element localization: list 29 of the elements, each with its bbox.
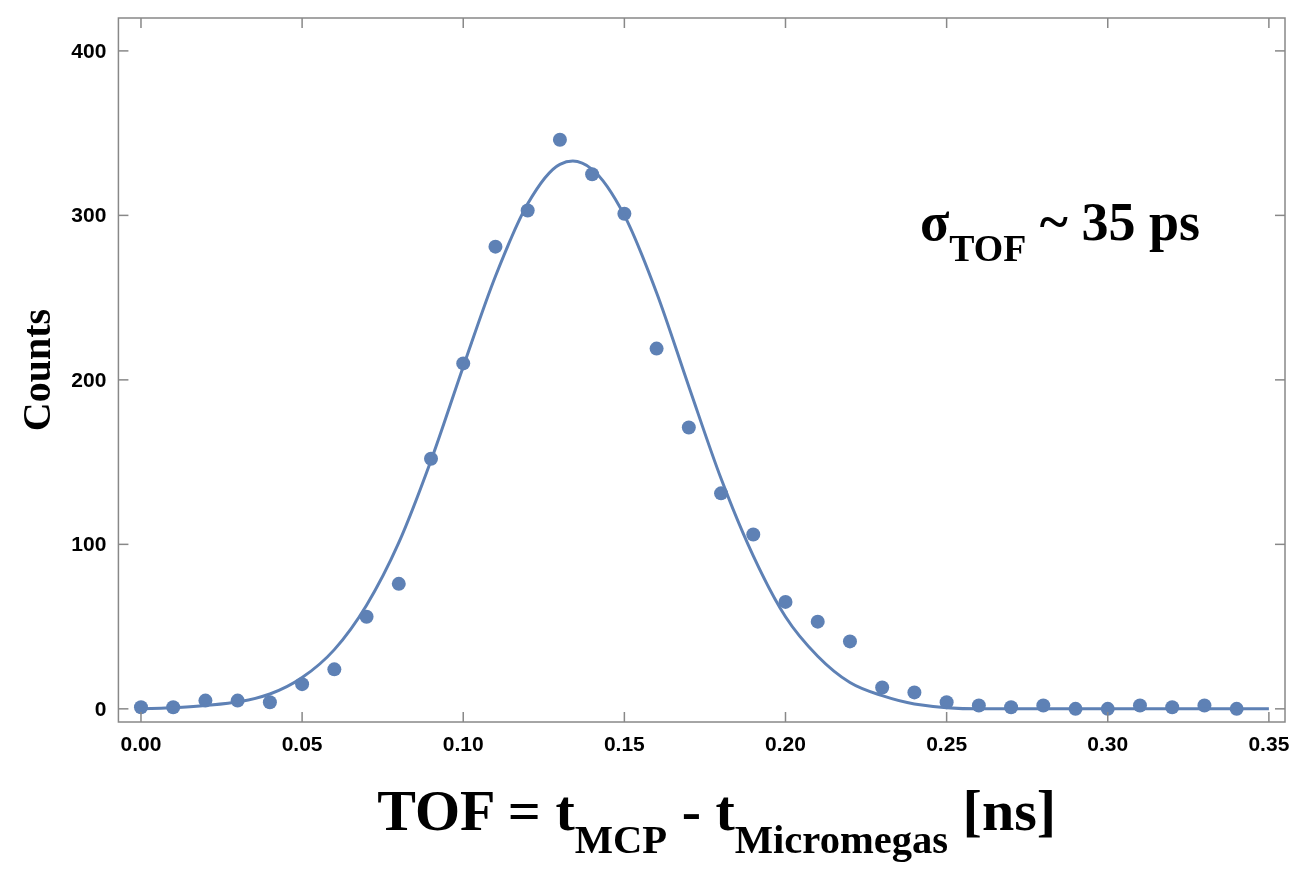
point: [488, 239, 503, 254]
point: [649, 341, 664, 356]
x-tick-label: 0.10: [442, 732, 484, 755]
x-tick-label: 0.00: [120, 732, 162, 755]
y-tick-label: 200: [71, 367, 107, 391]
x-tick-label: 0.30: [1087, 732, 1129, 755]
y-tick-label: 400: [71, 38, 107, 62]
point: [810, 614, 825, 629]
x-tick-label: 0.15: [603, 732, 646, 755]
x-tick-label: 0.35: [1248, 732, 1290, 755]
y-axis-title: Counts: [14, 308, 59, 432]
point: [778, 594, 793, 609]
point: [681, 420, 696, 435]
point: [842, 634, 857, 649]
point: [907, 685, 922, 700]
y-tick-label: 300: [71, 203, 107, 227]
x-tick-label: 0.20: [765, 732, 806, 755]
y-tick-label: 0: [94, 696, 107, 720]
point: [875, 680, 890, 695]
x-tick-label: 0.25: [926, 732, 968, 755]
point: [327, 662, 342, 677]
x-axis-title: TOF = t$_{MCP}$ - t$_{Micromegas}$ [ns]: [377, 778, 1057, 862]
y-tick-label: 100: [71, 532, 107, 556]
x-tick-label: 0.05: [281, 732, 323, 755]
point: [262, 695, 277, 710]
point: [552, 132, 567, 147]
annotation: σ$_{TOF}$ ~ 35 ps: [919, 192, 1200, 269]
point: [391, 576, 406, 591]
point: [746, 527, 761, 542]
